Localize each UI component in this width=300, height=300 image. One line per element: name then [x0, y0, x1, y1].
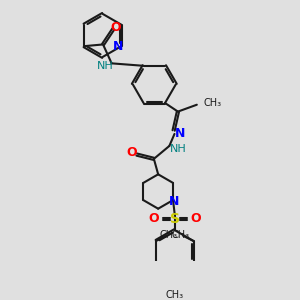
Text: O: O	[126, 146, 137, 159]
Text: S: S	[170, 212, 180, 226]
Text: O: O	[149, 212, 160, 226]
Text: N: N	[113, 40, 123, 53]
Text: NH: NH	[97, 61, 114, 71]
Text: O: O	[190, 212, 201, 226]
Text: CH₃: CH₃	[166, 290, 184, 300]
Text: NH: NH	[169, 144, 186, 154]
Text: CH₃: CH₃	[204, 98, 222, 108]
Text: CH₃: CH₃	[172, 230, 190, 240]
Text: N: N	[175, 128, 185, 140]
Text: CH₃: CH₃	[160, 230, 178, 240]
Text: N: N	[169, 195, 179, 208]
Text: O: O	[111, 21, 121, 34]
